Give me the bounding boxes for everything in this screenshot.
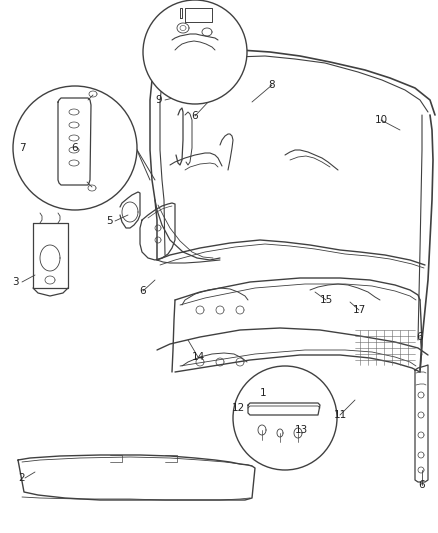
Text: 6: 6 (416, 332, 422, 342)
Text: 8: 8 (268, 80, 275, 90)
Circle shape (143, 0, 247, 104)
Text: 9: 9 (155, 95, 162, 105)
Circle shape (233, 366, 336, 470)
Circle shape (13, 86, 137, 210)
Text: 3: 3 (12, 277, 18, 287)
Text: 5: 5 (106, 216, 113, 226)
Text: 10: 10 (374, 115, 387, 125)
Text: 6: 6 (191, 111, 198, 121)
Text: 7: 7 (19, 143, 25, 153)
Text: 14: 14 (191, 352, 204, 362)
Text: 6: 6 (71, 143, 78, 153)
Text: 15: 15 (319, 295, 332, 305)
Text: 6: 6 (418, 480, 424, 490)
Text: 12: 12 (231, 403, 244, 413)
Text: 6: 6 (139, 286, 146, 296)
Text: 2: 2 (19, 473, 25, 483)
Text: 17: 17 (352, 305, 365, 315)
Text: 11: 11 (332, 410, 346, 420)
Text: 1: 1 (259, 388, 266, 398)
Text: 13: 13 (294, 425, 307, 435)
